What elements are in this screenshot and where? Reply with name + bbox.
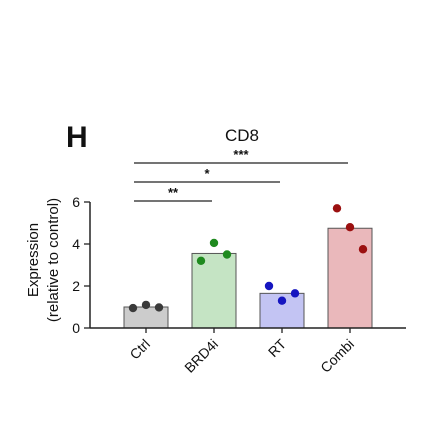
significance-label-3: ***	[233, 147, 249, 162]
bar-combi	[327, 227, 373, 329]
significance-label-1: **	[168, 185, 179, 200]
chart-title: CD8	[225, 126, 259, 145]
point-ctrl-1	[128, 303, 138, 313]
point-combi-1	[332, 204, 342, 213]
point-rt-1	[264, 281, 274, 291]
point-ctrl-2	[141, 300, 151, 310]
bars-layer	[123, 227, 373, 329]
x-tick-label-ctrl: Ctrl	[126, 336, 153, 363]
point-brd4i-3	[222, 250, 232, 259]
point-combi-2	[345, 223, 355, 232]
x-tick-label-combi: Combi	[317, 336, 357, 376]
x-tick-label-brd4i: BRD4i	[181, 336, 221, 376]
panel-letter: H	[66, 121, 88, 154]
y-tick-label-6: 6	[72, 194, 80, 210]
y-axis-label-line-1: Expression	[25, 223, 42, 297]
significance-label-2: *	[204, 166, 210, 181]
bar-brd4i	[191, 252, 237, 329]
significance-layer: ******	[134, 147, 348, 202]
point-brd4i-2	[209, 238, 219, 248]
point-brd4i-1	[196, 256, 206, 265]
x-tick-label-rt: RT	[265, 335, 290, 360]
point-ctrl-3	[154, 303, 164, 312]
y-tick-label-0: 0	[72, 320, 80, 336]
point-combi-3	[358, 245, 368, 254]
y-axis-label: Expression (relative to control)	[25, 198, 62, 322]
point-rt-3	[290, 289, 300, 298]
y-axis-label-line-2: (relative to control)	[45, 198, 62, 322]
point-rt-2	[277, 296, 287, 305]
points-layer	[128, 204, 368, 313]
y-tick-label-2: 2	[72, 278, 80, 294]
y-tick-label-4: 4	[72, 236, 80, 252]
